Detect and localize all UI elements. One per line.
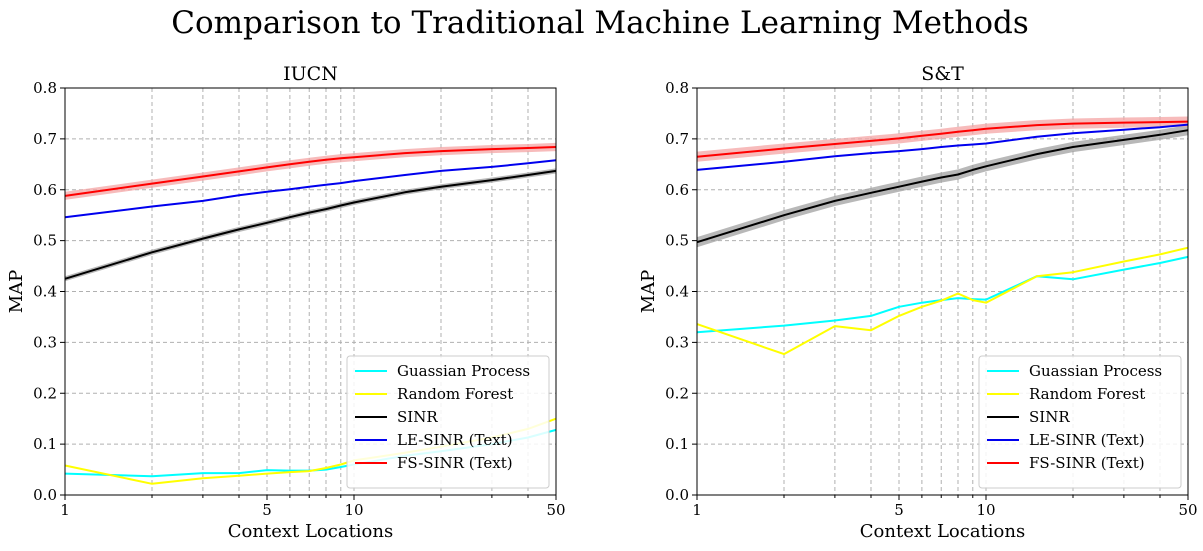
legend-label: LE-SINR (Text) xyxy=(1029,431,1145,449)
y-tick-label: 0.5 xyxy=(33,232,57,250)
y-tick-label: 0.3 xyxy=(665,333,689,351)
y-tick-label: 0.8 xyxy=(665,79,689,97)
y-axis-label: MAP xyxy=(6,270,27,314)
x-tick-label: 1 xyxy=(692,501,702,519)
x-tick-label: 50 xyxy=(546,501,565,519)
series-line xyxy=(64,159,557,219)
panel-iucn: IUCN 1 5 10 50 0.0 0.1 0.2 0.3 0.4 0.5 0.6 0.7 0.8 Con… xyxy=(6,63,566,542)
legend-box xyxy=(346,355,550,489)
series-band xyxy=(65,142,556,200)
ticks: 1 5 10 50 0.0 0.1 0.2 0.3 0.4 0.5 0.6 0.7 0.8 xyxy=(33,79,565,519)
y-tick-label: 0.7 xyxy=(33,130,57,148)
y-tick-label: 0.4 xyxy=(665,283,689,301)
legend-label: Random Forest xyxy=(397,385,513,403)
y-tick-label: 0.0 xyxy=(665,486,689,504)
series-line xyxy=(64,146,557,197)
x-tick-label: 1 xyxy=(60,501,70,519)
y-axis-label: MAP xyxy=(638,270,659,314)
y-tick-label: 0.1 xyxy=(33,435,57,453)
panel-title: IUCN xyxy=(283,63,338,85)
series-line xyxy=(696,123,1189,171)
y-tick-label: 0.6 xyxy=(665,181,689,199)
series-line xyxy=(696,246,1189,356)
legend-label: FS-SINR (Text) xyxy=(1029,454,1145,472)
series-group xyxy=(64,142,557,485)
series-line xyxy=(64,169,557,280)
legend-label: Guassian Process xyxy=(1029,362,1162,380)
y-tick-label: 0.6 xyxy=(33,181,57,199)
y-tick-label: 0.8 xyxy=(33,79,57,97)
series-band xyxy=(697,116,1188,162)
y-tick-label: 0.0 xyxy=(33,486,57,504)
series-band xyxy=(65,168,556,282)
x-axis-label: Context Locations xyxy=(860,521,1025,542)
legend-label: SINR xyxy=(1029,408,1070,426)
x-tick-label: 5 xyxy=(262,501,272,519)
x-tick-label: 10 xyxy=(976,501,995,519)
y-tick-label: 0.2 xyxy=(33,384,57,402)
y-tick-label: 0.1 xyxy=(665,435,689,453)
series-band xyxy=(697,125,1188,248)
x-tick-label: 5 xyxy=(894,501,904,519)
legend-label: FS-SINR (Text) xyxy=(397,454,513,472)
y-tick-label: 0.4 xyxy=(33,283,57,301)
y-tick-label: 0.7 xyxy=(665,130,689,148)
series-line xyxy=(696,120,1189,158)
legend-label: Guassian Process xyxy=(397,362,530,380)
series-line xyxy=(696,129,1189,244)
legend: Guassian Process Random Forest SINR LE-SINR… xyxy=(346,355,550,489)
legend-label: LE-SINR (Text) xyxy=(397,431,513,449)
figure-title: Comparison to Traditional Machine Learni… xyxy=(171,5,1029,41)
series-group xyxy=(696,116,1189,356)
legend-label: Random Forest xyxy=(1029,385,1145,403)
ticks: 1 5 10 50 0.0 0.1 0.2 0.3 0.4 0.5 0.6 0.7 0.8 xyxy=(665,79,1197,519)
panel-st: S&T 1 5 10 50 0.0 0.1 0.2 0.3 0.4 0.5 0.6 0.7 0.8 Cont… xyxy=(638,63,1198,542)
legend-box xyxy=(978,355,1182,489)
series-line xyxy=(696,255,1189,334)
panel-title: S&T xyxy=(921,63,964,85)
x-tick-label: 50 xyxy=(1178,501,1197,519)
x-axis-label: Context Locations xyxy=(228,521,393,542)
legend: Guassian Process Random Forest SINR LE-SINR… xyxy=(978,355,1182,489)
y-tick-label: 0.3 xyxy=(33,333,57,351)
y-tick-label: 0.2 xyxy=(665,384,689,402)
x-tick-label: 10 xyxy=(344,501,363,519)
legend-label: SINR xyxy=(397,408,438,426)
y-tick-label: 0.5 xyxy=(665,232,689,250)
